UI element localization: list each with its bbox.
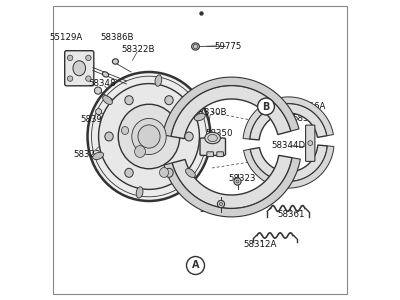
- Circle shape: [220, 202, 222, 206]
- Circle shape: [94, 87, 102, 94]
- Circle shape: [67, 55, 73, 61]
- Polygon shape: [243, 97, 334, 139]
- Circle shape: [218, 200, 224, 208]
- Ellipse shape: [122, 127, 129, 134]
- Text: A: A: [192, 260, 199, 271]
- Ellipse shape: [185, 132, 193, 141]
- Polygon shape: [171, 85, 291, 139]
- Ellipse shape: [138, 125, 160, 148]
- Ellipse shape: [186, 169, 195, 177]
- Ellipse shape: [194, 113, 205, 121]
- Ellipse shape: [98, 84, 200, 189]
- Ellipse shape: [160, 167, 168, 177]
- Ellipse shape: [125, 168, 133, 177]
- Circle shape: [96, 109, 102, 115]
- Ellipse shape: [136, 187, 143, 198]
- Ellipse shape: [165, 168, 173, 177]
- Circle shape: [258, 98, 274, 115]
- Text: 58330B: 58330B: [194, 108, 227, 117]
- Text: 58386B: 58386B: [101, 33, 134, 42]
- Text: 58361: 58361: [278, 210, 305, 219]
- Ellipse shape: [192, 43, 199, 50]
- Ellipse shape: [102, 72, 108, 77]
- FancyBboxPatch shape: [306, 125, 315, 161]
- Text: 55129A: 55129A: [50, 33, 83, 42]
- Text: 58350: 58350: [206, 129, 233, 138]
- Polygon shape: [250, 145, 327, 182]
- Ellipse shape: [165, 96, 173, 105]
- Polygon shape: [244, 146, 334, 188]
- Ellipse shape: [73, 61, 86, 76]
- Ellipse shape: [208, 134, 218, 142]
- Ellipse shape: [132, 118, 166, 154]
- Text: 58366A: 58366A: [293, 114, 326, 123]
- Circle shape: [86, 76, 91, 81]
- Circle shape: [186, 256, 204, 274]
- Ellipse shape: [93, 152, 104, 160]
- Ellipse shape: [88, 72, 210, 201]
- Ellipse shape: [103, 96, 112, 104]
- Ellipse shape: [112, 59, 118, 64]
- Text: 58356A: 58356A: [293, 102, 326, 111]
- Ellipse shape: [134, 146, 146, 158]
- Ellipse shape: [92, 76, 206, 197]
- Circle shape: [308, 141, 313, 146]
- Ellipse shape: [205, 132, 220, 144]
- Polygon shape: [172, 155, 292, 208]
- Text: 58312A: 58312A: [243, 240, 277, 249]
- Text: B: B: [262, 101, 270, 112]
- Text: 58348: 58348: [89, 80, 116, 88]
- Circle shape: [200, 12, 203, 15]
- Ellipse shape: [155, 75, 162, 86]
- Circle shape: [234, 178, 241, 185]
- Circle shape: [86, 55, 91, 61]
- Text: 58323: 58323: [228, 174, 256, 183]
- FancyBboxPatch shape: [217, 152, 224, 157]
- Ellipse shape: [125, 96, 133, 105]
- Text: 58323: 58323: [200, 206, 227, 214]
- Text: 58322B: 58322B: [74, 150, 107, 159]
- Text: 58322B: 58322B: [122, 45, 155, 54]
- Text: 58399A: 58399A: [80, 116, 113, 124]
- Polygon shape: [164, 158, 300, 217]
- Ellipse shape: [105, 132, 113, 141]
- Circle shape: [67, 76, 73, 81]
- Polygon shape: [250, 103, 327, 140]
- Circle shape: [193, 44, 198, 49]
- Text: 59775: 59775: [215, 42, 242, 51]
- FancyBboxPatch shape: [200, 138, 226, 155]
- Text: 58344D: 58344D: [272, 141, 306, 150]
- Polygon shape: [163, 77, 299, 136]
- Circle shape: [236, 180, 239, 183]
- FancyBboxPatch shape: [207, 152, 214, 157]
- FancyBboxPatch shape: [65, 51, 94, 86]
- Ellipse shape: [118, 104, 180, 169]
